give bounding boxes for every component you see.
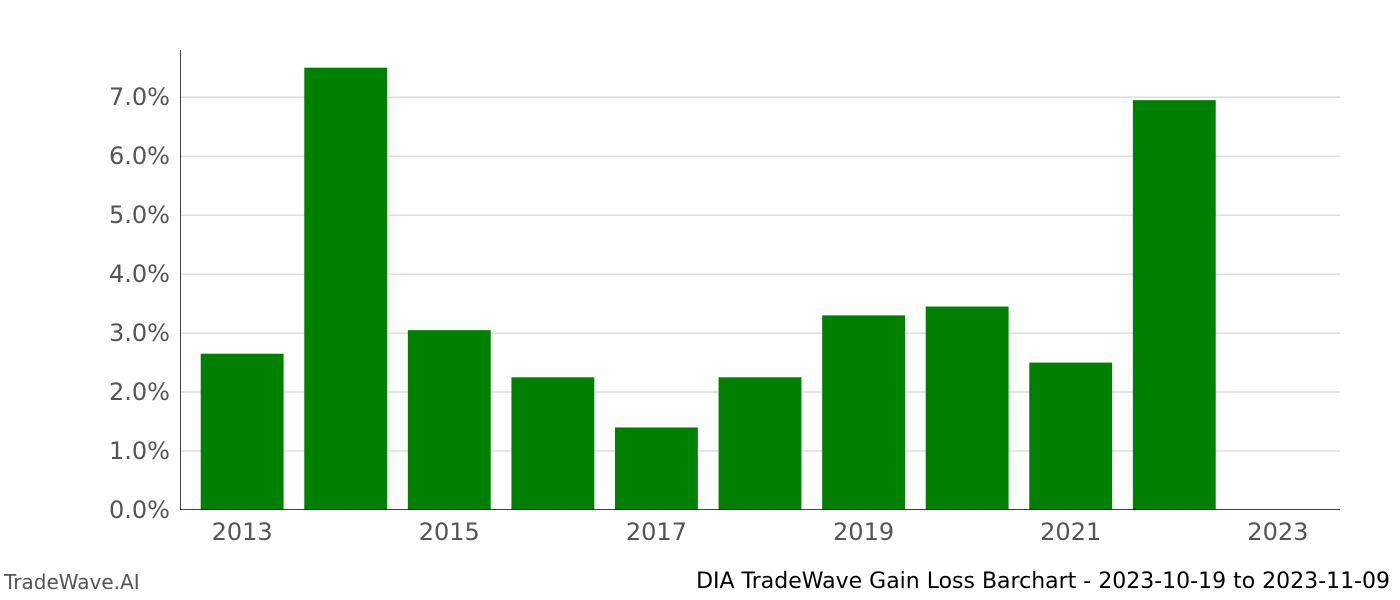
bar-2015 — [408, 330, 491, 510]
y-tick-label: 7.0% — [109, 83, 180, 111]
y-tick-label: 3.0% — [109, 319, 180, 347]
bar-2018 — [719, 377, 802, 510]
chart-area: 0.0%1.0%2.0%3.0%4.0%5.0%6.0%7.0% 2013201… — [180, 50, 1340, 510]
y-tick-label: 6.0% — [109, 142, 180, 170]
bar-2020 — [926, 307, 1009, 510]
bar-2022 — [1133, 100, 1216, 510]
bar-2019 — [822, 315, 905, 510]
bar-2014 — [304, 68, 387, 510]
x-tick-label: 2013 — [212, 510, 273, 546]
x-tick-label: 2021 — [1040, 510, 1101, 546]
bar-2016 — [511, 377, 594, 510]
y-tick-label: 5.0% — [109, 201, 180, 229]
bar-2021 — [1029, 363, 1112, 510]
y-tick-label: 1.0% — [109, 437, 180, 465]
y-tick-label: 2.0% — [109, 378, 180, 406]
footer-watermark: TradeWave.AI — [4, 570, 140, 594]
bar-2013 — [201, 354, 284, 510]
x-tick-label: 2019 — [833, 510, 894, 546]
x-tick-label: 2017 — [626, 510, 687, 546]
chart-svg — [180, 50, 1340, 510]
y-tick-label: 0.0% — [109, 496, 180, 524]
bar-2017 — [615, 427, 698, 510]
x-tick-label: 2023 — [1247, 510, 1308, 546]
footer-caption: DIA TradeWave Gain Loss Barchart - 2023-… — [696, 569, 1390, 594]
y-tick-label: 4.0% — [109, 260, 180, 288]
x-tick-label: 2015 — [419, 510, 480, 546]
